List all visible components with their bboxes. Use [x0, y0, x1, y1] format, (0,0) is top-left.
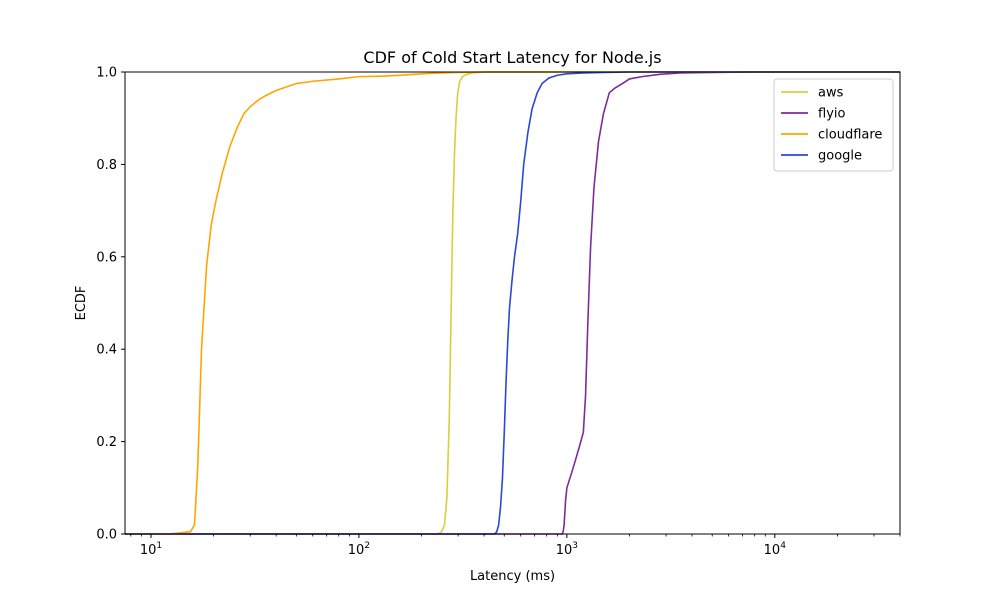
- x-tick-label: 103: [556, 541, 578, 558]
- legend-label-cloudflare: cloudflare: [818, 128, 882, 143]
- x-tick-label: 102: [348, 541, 370, 558]
- legend-box: [773, 78, 894, 172]
- y-tick-label: 0.2: [96, 435, 117, 450]
- x-axis: 101 102 103 104: [130, 534, 901, 558]
- series-line-google: [125, 71, 900, 535]
- x-tick-label: 101: [140, 541, 162, 558]
- y-tick-label: 0.8: [96, 158, 117, 173]
- series-line-flyio: [125, 71, 900, 535]
- y-tick-label: 1.0: [96, 66, 117, 81]
- plot-frame: [124, 71, 901, 535]
- chart-title: CDF of Cold Start Latency for Node.js: [363, 48, 661, 67]
- y-tick-label: 0.4: [96, 343, 117, 358]
- y-tick-label: 0.6: [96, 250, 117, 265]
- legend-label-flyio: flyio: [818, 107, 845, 122]
- x-axis-label: Latency (ms): [470, 569, 555, 584]
- legend-label-google: google: [818, 149, 862, 164]
- legend: aws flyio cloudflare google: [773, 78, 894, 172]
- series-line-cloudflare: [125, 71, 900, 535]
- x-tick-label: 104: [764, 541, 787, 558]
- y-axis-label: ECDF: [74, 286, 89, 321]
- legend-label-aws: aws: [818, 86, 844, 101]
- y-axis: 0.0 0.2 0.4 0.6 0.8 1.0: [96, 66, 125, 543]
- y-tick-label: 0.0: [96, 528, 117, 543]
